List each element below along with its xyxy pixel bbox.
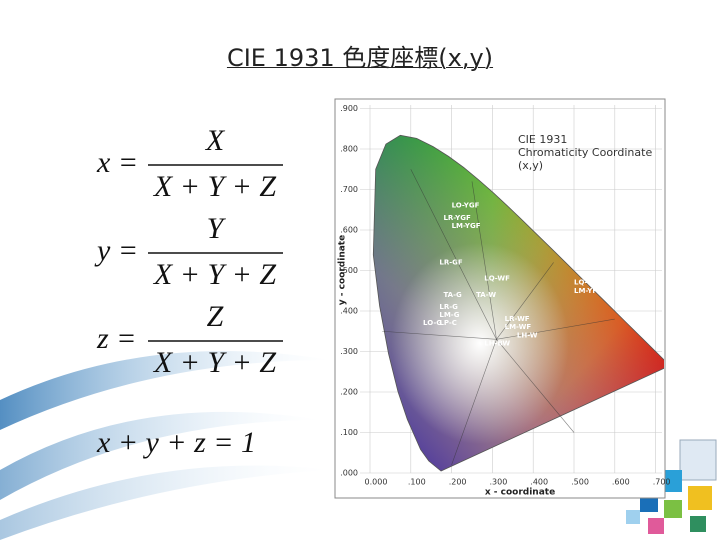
region-boundary [496,339,575,433]
x-tick-label: .600 [612,478,630,487]
y-tick-label: .900 [340,104,358,113]
formula-lhs: y = [94,234,138,267]
formula-numerator: Y [207,212,227,245]
y-tick-label: .300 [340,347,358,356]
decoration [0,411,320,500]
region-label: LP-C [439,319,457,327]
y-tick-label: .200 [340,388,358,397]
region-boundary [382,330,497,340]
region-label: LM-WF [505,323,532,331]
slide-title: CIE 1931 色度座標(x,y) [0,38,720,73]
y-tick-label: .700 [340,185,358,194]
spectral-locus [372,134,664,472]
diagram-title: (x,y) [518,159,543,172]
region-label: LM-G [439,311,459,319]
color-region [373,135,664,471]
x-tick-label: .100 [408,478,426,487]
region-label: LO-G [423,319,442,327]
title-text: CIE 1931 色度座標(x,y) [226,44,494,72]
region-label: LR-WF [505,315,530,323]
y-tick-label: .000 [340,469,358,478]
region-boundary [410,169,497,340]
region-label: LH-W [517,331,538,339]
region-label: TA-G [443,291,462,299]
formula-lhs: z = [96,322,136,355]
region-label: LM-YGF [452,222,481,230]
region-label: LQ-YF [574,279,596,287]
region-boundary [496,262,554,340]
y-axis-label: y - coordinate [338,235,348,305]
formula-denominator: X + Y + Z [153,258,276,291]
x-tick-label: .200 [449,478,467,487]
diagram-title: Chromaticity Coordinate [518,146,652,159]
formula-denominator: X + Y + Z [153,346,276,379]
y-tick-label: .400 [340,307,358,316]
region-label: LO-YGF [452,202,480,210]
x-tick-label: .700 [653,478,671,487]
x-tick-label: .300 [489,478,507,487]
decoration [0,465,330,540]
region-label: LQ-WF [484,275,510,283]
region-boundary [451,339,497,466]
region-label: LR-YGF [443,214,471,222]
x-axis-label: x - coordinate [485,488,555,498]
region-boundary [496,318,615,340]
diagram-title: CIE 1931 [518,133,567,146]
formula-numerator: X [205,124,226,157]
region-boundary [471,181,497,340]
x-tick-label: .400 [530,478,548,487]
y-tick-label: .800 [340,145,358,154]
region-label: LR-G [439,303,458,311]
formula-lhs: x = [96,146,138,179]
region-label: LR-GF [439,258,463,266]
formula-denominator: X + Y + Z [153,170,276,203]
y-tick-label: .600 [340,226,358,235]
y-tick-label: .100 [340,428,358,437]
decoration [0,351,330,430]
formula-numerator: Z [207,300,224,333]
region-label: LM-YF [574,287,597,295]
chromaticity-diagram: LO-YGFLR-YGFLM-YGFLR-GFTA-GLR-GLM-GLP-CL… [360,105,664,474]
region-label: TA-W [476,291,496,299]
x-tick-label: 0.000 [365,478,388,487]
y-tick-label: .500 [340,266,358,275]
sum-formula: x + y + z = 1 [96,426,256,459]
region-label: LH-BW [484,339,510,347]
x-tick-label: .500 [571,478,589,487]
